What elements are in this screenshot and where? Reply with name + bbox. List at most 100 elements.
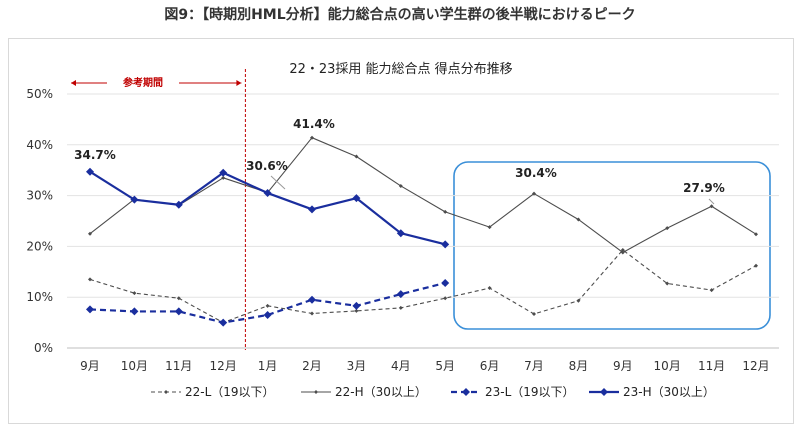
data-point <box>396 290 405 299</box>
data-point <box>130 195 139 204</box>
data-point <box>88 277 92 282</box>
legend-swatch-marker <box>600 388 608 396</box>
data-point <box>398 183 403 188</box>
x-tick-label: 10月 <box>654 359 681 373</box>
x-tick-label: 9月 <box>613 359 633 373</box>
y-tick-label: 20% <box>26 239 53 253</box>
data-point <box>265 303 270 308</box>
x-tick-label: 4月 <box>391 359 411 373</box>
data-point <box>174 200 183 209</box>
chart-title: 22・23採用 能力総合点 得点分布推移 <box>289 61 512 77</box>
value-annotation: 30.6% <box>246 159 288 173</box>
data-point <box>487 225 492 230</box>
series-lines <box>86 135 758 327</box>
x-tick-label: 11月 <box>698 359 725 373</box>
data-point <box>354 308 359 313</box>
data-point <box>176 296 181 301</box>
data-point <box>487 286 492 291</box>
data-point <box>620 247 625 252</box>
annotation-leader <box>708 198 715 205</box>
data-point <box>310 311 314 316</box>
data-point <box>308 295 316 304</box>
annotation-leader <box>270 175 286 190</box>
y-tick-label: 30% <box>26 189 53 203</box>
legend: 22-L（19以下） 22-H（30以上） 23-L（19以下） 23-H（30以上） <box>151 385 715 399</box>
line-chart: 22・23採用 能力総合点 得点分布推移 0% 10% 20% 30% 40% 50% 9… <box>26 61 779 399</box>
x-tick-label: 9月 <box>80 359 100 373</box>
highlight-box <box>453 161 771 330</box>
y-tick-label: 0% <box>34 341 53 355</box>
series-line <box>89 281 446 324</box>
reference-arrowhead-left <box>71 80 76 86</box>
data-point <box>441 240 450 249</box>
data-point <box>620 250 625 255</box>
data-point <box>443 209 448 214</box>
data-point <box>532 191 536 196</box>
figure-title: 図9：【時期別HML分析】能力総合点の高い学生群の後半戦におけるピーク <box>164 7 636 23</box>
legend-swatch-marker <box>462 388 470 396</box>
series-line <box>89 249 757 324</box>
chart-panel: 22・23採用 能力総合点 得点分布推移 0% 10% 20% 30% 40% 50% 9… <box>8 38 794 424</box>
x-tick-label: 10月 <box>121 359 148 373</box>
data-point <box>88 231 92 236</box>
data-point <box>263 310 272 319</box>
legend-label: 22-L（19以下） <box>185 385 275 399</box>
x-tick-label: 2月 <box>302 359 322 373</box>
data-point <box>398 305 403 310</box>
legend-swatch-marker <box>164 390 168 394</box>
gridlines <box>67 93 779 349</box>
value-annotation: 30.4% <box>515 166 557 180</box>
value-annotation: 41.4% <box>293 117 335 131</box>
y-tick-label: 10% <box>26 290 53 304</box>
value-annotation: 27.9% <box>683 181 725 195</box>
data-point <box>352 194 361 203</box>
data-point <box>576 298 581 303</box>
x-tick-label: 12月 <box>742 359 769 373</box>
series-line <box>89 170 446 246</box>
data-point <box>221 175 226 180</box>
y-tick-label: 40% <box>26 138 53 152</box>
data-point <box>576 217 581 222</box>
series-line <box>89 137 757 254</box>
x-tick-label: 5月 <box>435 359 455 373</box>
reference-arrowhead-right <box>236 80 242 86</box>
data-point <box>709 288 714 293</box>
x-tick-label: 6月 <box>480 359 500 373</box>
data-point <box>709 204 714 209</box>
highlight-box-layer <box>453 161 771 330</box>
x-tick-label: 12月 <box>210 359 237 373</box>
data-point <box>665 226 670 231</box>
data-point <box>754 232 758 237</box>
data-point <box>396 229 405 238</box>
x-tick-label: 1月 <box>258 359 278 373</box>
x-tick-label: 11月 <box>165 359 192 373</box>
x-tick-label: 3月 <box>347 359 367 373</box>
data-point <box>310 135 314 140</box>
x-tick-label: 7月 <box>524 359 544 373</box>
value-annotation: 34.7% <box>74 148 116 162</box>
legend-label: 22-H（30以上） <box>335 385 427 399</box>
data-point <box>130 307 139 316</box>
data-point <box>132 291 137 296</box>
data-point <box>219 318 228 327</box>
x-tick-label: 8月 <box>569 359 589 373</box>
legend-label: 23-H（30以上） <box>623 385 715 399</box>
data-point <box>219 168 228 177</box>
y-axis-ticks: 0% 10% 20% 30% 40% 50% <box>26 87 53 355</box>
data-point <box>354 154 359 159</box>
data-point <box>308 205 316 214</box>
x-axis-ticks: 9月 10月 11月 12月 1月 2月 3月 4月 5月 6月 7月 8月 9月 10月 11月 12月 <box>80 359 769 373</box>
reference-period: 参考期間 <box>71 69 246 350</box>
data-point <box>754 263 758 268</box>
value-annotations: 34.7% 30.6% 41.4% 30.4% 27.9% <box>74 117 725 205</box>
data-point <box>441 278 450 287</box>
legend-swatch-marker <box>314 390 318 394</box>
data-point <box>532 311 536 316</box>
data-point <box>443 296 448 301</box>
data-point <box>86 305 94 314</box>
data-point <box>665 281 670 286</box>
data-point <box>352 301 361 310</box>
legend-label: 23-L（19以下） <box>485 385 575 399</box>
data-point <box>86 167 94 176</box>
